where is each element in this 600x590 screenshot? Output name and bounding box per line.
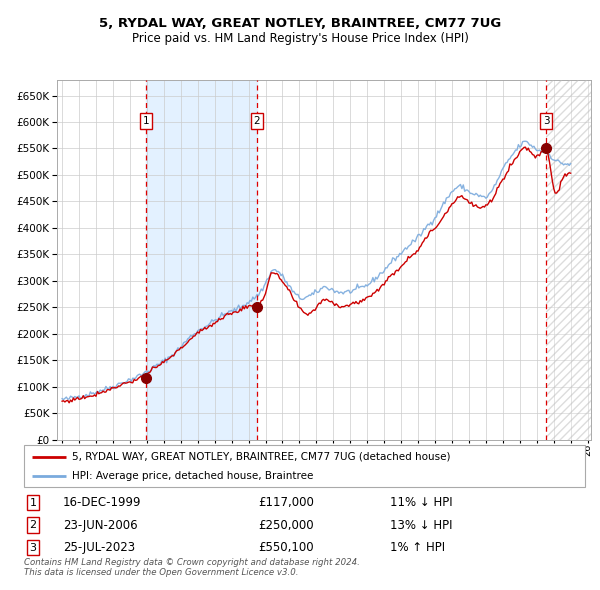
FancyBboxPatch shape	[24, 445, 585, 487]
Text: 2: 2	[253, 116, 260, 126]
Text: 3: 3	[543, 116, 550, 126]
Text: 25-JUL-2023: 25-JUL-2023	[63, 541, 135, 554]
Text: £550,100: £550,100	[258, 541, 314, 554]
Text: 1% ↑ HPI: 1% ↑ HPI	[390, 541, 445, 554]
Text: 5, RYDAL WAY, GREAT NOTLEY, BRAINTREE, CM77 7UG: 5, RYDAL WAY, GREAT NOTLEY, BRAINTREE, C…	[99, 17, 501, 30]
Bar	[546, 80, 591, 440]
Bar	[146, 80, 257, 440]
Text: £250,000: £250,000	[258, 519, 314, 532]
Text: 2: 2	[29, 520, 37, 530]
Text: £117,000: £117,000	[258, 496, 314, 509]
Text: 16-DEC-1999: 16-DEC-1999	[63, 496, 142, 509]
Text: 11% ↓ HPI: 11% ↓ HPI	[390, 496, 452, 509]
Text: Contains HM Land Registry data © Crown copyright and database right 2024.
This d: Contains HM Land Registry data © Crown c…	[24, 558, 360, 577]
Text: 13% ↓ HPI: 13% ↓ HPI	[390, 519, 452, 532]
Text: 3: 3	[29, 543, 37, 552]
Text: HPI: Average price, detached house, Braintree: HPI: Average price, detached house, Brai…	[71, 471, 313, 481]
Text: Price paid vs. HM Land Registry's House Price Index (HPI): Price paid vs. HM Land Registry's House …	[131, 32, 469, 45]
Text: 1: 1	[143, 116, 149, 126]
Bar	[546, 80, 591, 440]
Text: 1: 1	[29, 498, 37, 507]
Text: 5, RYDAL WAY, GREAT NOTLEY, BRAINTREE, CM77 7UG (detached house): 5, RYDAL WAY, GREAT NOTLEY, BRAINTREE, C…	[71, 451, 450, 461]
Text: 23-JUN-2006: 23-JUN-2006	[63, 519, 137, 532]
